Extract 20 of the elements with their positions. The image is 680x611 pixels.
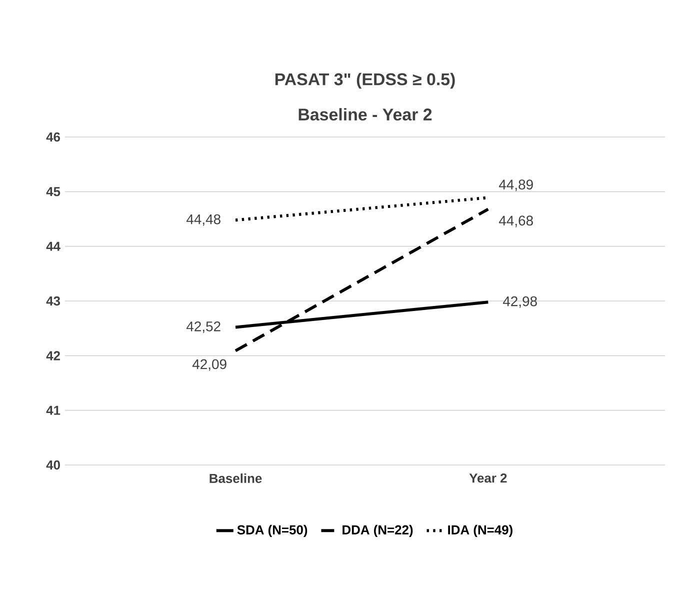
y-tick-label: 42 [46, 351, 60, 360]
y-tick-label: 45 [46, 187, 60, 196]
chart-title: PASAT 3" (EDSS ≥ 0.5) [275, 72, 455, 89]
data-label: 44,89 [498, 180, 533, 192]
y-tick-label: 43 [46, 296, 60, 306]
y-tick-label: 46 [46, 132, 60, 142]
legend-label: SDA (N=50) [237, 524, 308, 538]
legend-label: DDA (N=22) [342, 524, 413, 538]
chart-subtitle: Baseline - Year 2 [298, 108, 432, 121]
y-tick-label: 41 [46, 406, 60, 415]
data-label: 44,48 [186, 214, 220, 226]
data-label: 42,98 [502, 296, 537, 308]
legend-label: IDA (N=49) [448, 524, 512, 538]
x-tick-label: Year 2 [469, 473, 507, 483]
y-tick-label: 44 [46, 242, 60, 251]
y-tick-label: 40 [46, 460, 60, 470]
data-label: 44,68 [498, 216, 533, 228]
data-label: 42,09 [192, 359, 226, 371]
x-tick-label: Baseline [210, 473, 262, 484]
data-label: 42,52 [186, 321, 220, 333]
